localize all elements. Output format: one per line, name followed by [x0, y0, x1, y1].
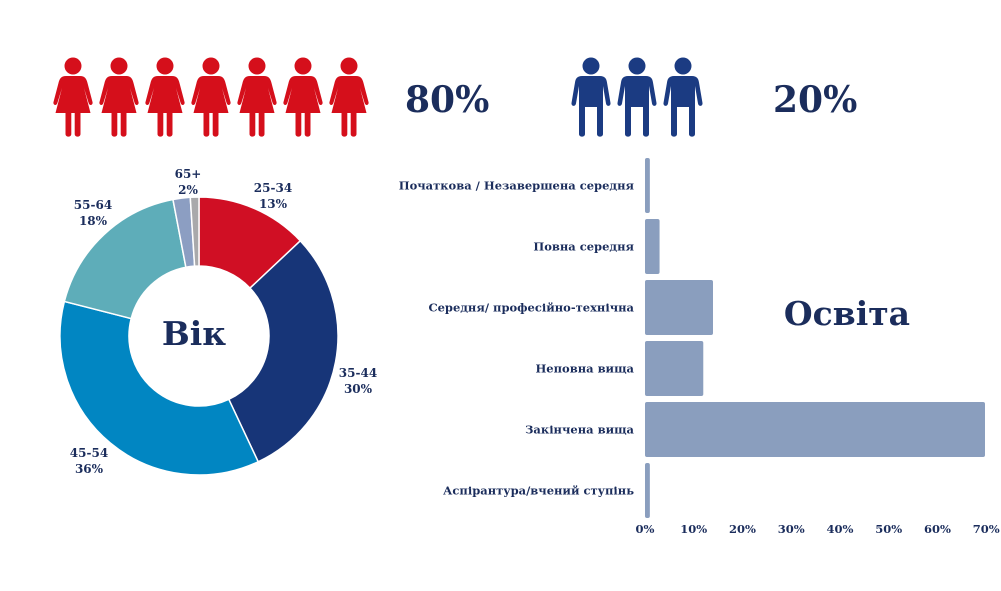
female-icon-row — [53, 57, 369, 137]
slice-value-label: 18% — [79, 214, 108, 228]
bar-category-label: Неповна вища — [535, 362, 634, 376]
female-person-icon — [283, 57, 323, 137]
x-tick-label: 70% — [973, 522, 1000, 536]
slice-category-label: 45-54 — [70, 446, 108, 460]
slice-category-label: 35-44 — [339, 366, 377, 380]
x-tick-label: 50% — [875, 522, 902, 536]
x-tick-label: 20% — [729, 522, 756, 536]
education-bar — [645, 341, 704, 396]
education-bar — [645, 219, 660, 274]
male-person-icon — [663, 57, 703, 137]
slice-value-label: 36% — [75, 462, 104, 476]
donut-slice-other — [189, 196, 200, 267]
bar-category-label: Середня/ професійно-технічна — [428, 301, 634, 315]
education-bar — [645, 402, 985, 457]
female-person-icon — [329, 57, 369, 137]
slice-value-label: 13% — [259, 197, 288, 211]
education-chart-title: Освіта — [784, 294, 910, 333]
donut-slice-55-64 — [63, 198, 187, 320]
slice-category-label: 65+ — [175, 167, 202, 181]
slice-value-label: 30% — [344, 382, 373, 396]
x-tick-label: 30% — [778, 522, 805, 536]
education-bar-chart: Початкова / Незавершена середня Повна сер… — [399, 158, 1000, 536]
slice-category-label: 55-64 — [74, 198, 112, 212]
bar-category-label: Аспірантура/вчений ступінь — [443, 484, 634, 498]
female-percent-label: 80% — [405, 79, 489, 121]
education-bar — [645, 158, 650, 213]
donut-slice-45-54 — [59, 300, 260, 476]
bar-category-label: Початкова / Незавершена середня — [399, 179, 635, 193]
male-person-icon — [617, 57, 657, 137]
male-icon-row — [571, 57, 703, 137]
male-percent-label: 20% — [773, 79, 857, 121]
x-tick-label: 0% — [636, 522, 655, 536]
female-person-icon — [237, 57, 277, 137]
education-bar — [645, 463, 650, 518]
bar-category-label: Повна середня — [533, 240, 634, 254]
male-person-icon — [571, 57, 611, 137]
x-tick-label: 40% — [827, 522, 854, 536]
age-slice-labels: 25-34 13% 35-44 30% 45-54 36% 55-64 18% 65+ 2% — [70, 167, 377, 476]
female-person-icon — [53, 57, 93, 137]
education-bar — [645, 280, 713, 335]
slice-category-label: 25-34 — [254, 181, 292, 195]
donut-slice-35-44 — [227, 239, 339, 463]
female-person-icon — [99, 57, 139, 137]
x-tick-label: 60% — [924, 522, 951, 536]
bar-category-label: Закінчена вища — [525, 423, 634, 437]
female-person-icon — [191, 57, 231, 137]
female-person-icon — [145, 57, 185, 137]
age-chart-title: Вік — [162, 314, 226, 353]
x-tick-label: 10% — [680, 522, 707, 536]
age-donut-chart — [59, 196, 339, 476]
slice-value-label: 2% — [178, 183, 198, 197]
